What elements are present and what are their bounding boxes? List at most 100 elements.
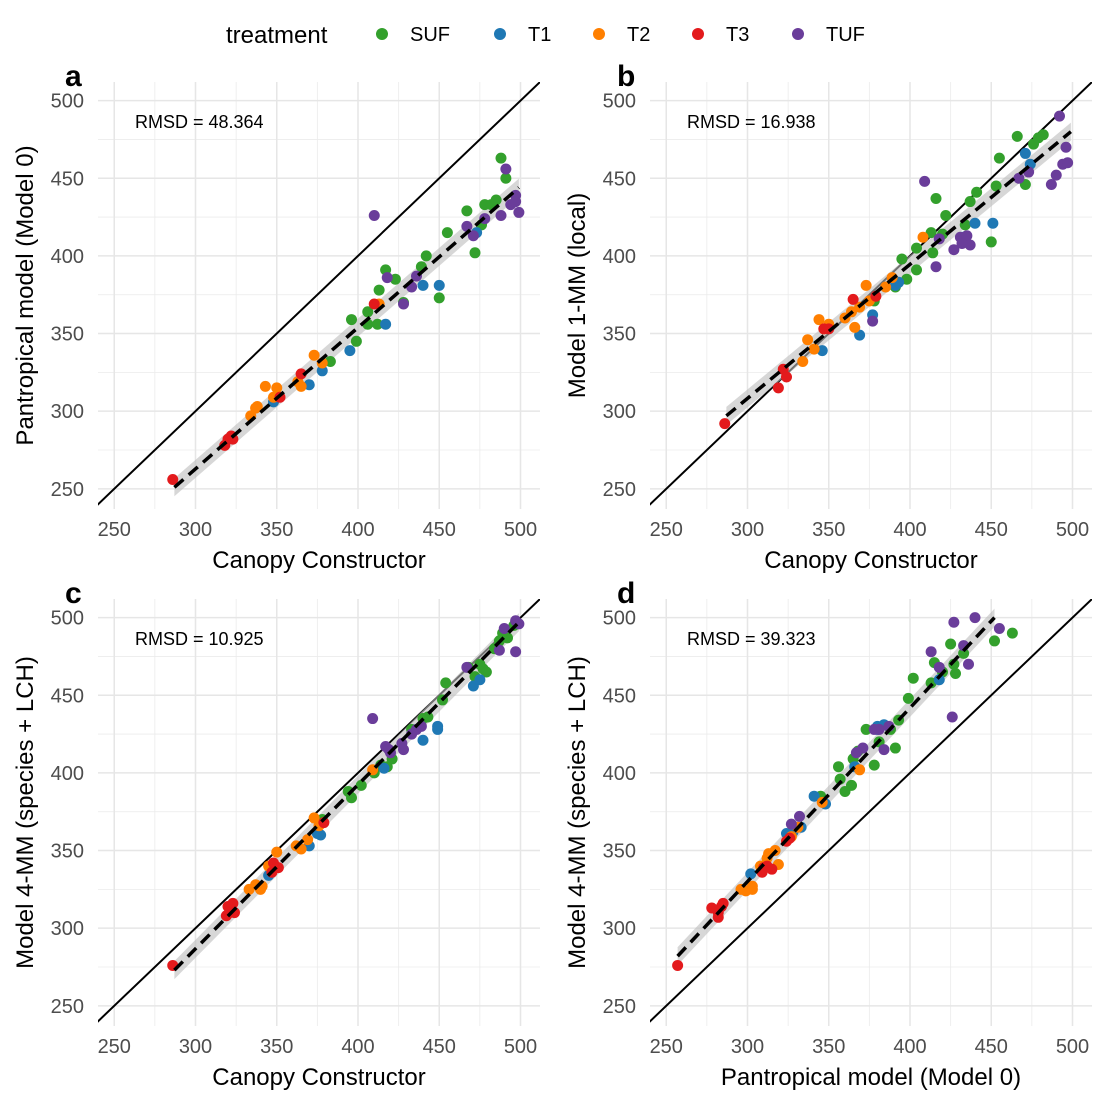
y-tick-label: 300 xyxy=(51,918,84,940)
point-tuf xyxy=(878,744,890,756)
point-t1 xyxy=(808,790,820,802)
point-t3 xyxy=(268,857,279,869)
point-tuf xyxy=(948,616,960,628)
point-suf xyxy=(993,152,1005,164)
y-tick-label: 400 xyxy=(51,763,84,785)
point-suf xyxy=(945,638,957,650)
point-t1 xyxy=(417,734,429,746)
point-t1 xyxy=(933,674,945,686)
legend-swatch xyxy=(692,27,704,40)
point-tuf xyxy=(868,723,880,735)
point-suf xyxy=(346,314,357,326)
point-tuf xyxy=(1054,110,1065,122)
point-suf xyxy=(461,205,473,217)
point-tuf xyxy=(794,810,805,822)
point-tuf xyxy=(857,742,869,754)
point-t1 xyxy=(432,723,444,735)
y-tick-label: 400 xyxy=(603,763,636,785)
point-tuf xyxy=(500,163,512,175)
legend-title: treatment xyxy=(226,22,328,49)
point-suf xyxy=(324,355,336,367)
point-t2 xyxy=(860,279,872,291)
legend-swatch xyxy=(593,27,605,40)
point-suf xyxy=(490,194,502,206)
legend-swatch xyxy=(494,27,506,40)
y-tick-label: 400 xyxy=(51,246,84,268)
y-tick-label: 500 xyxy=(51,91,84,113)
legend: treatment SUF T1 T2 T3 TUF xyxy=(0,0,1106,70)
point-t3 xyxy=(772,382,784,394)
regression-line xyxy=(173,186,521,489)
point-t1 xyxy=(380,318,392,330)
x-tick-label: 500 xyxy=(1056,1036,1089,1058)
panel-b: 250 300 350 400 450 500 250 300 350 400 450 500 RMSD… xyxy=(564,60,1092,574)
point-tuf xyxy=(513,206,525,218)
point-tuf xyxy=(933,661,945,673)
point-t2 xyxy=(797,355,809,367)
point-suf xyxy=(889,742,901,754)
point-suf xyxy=(480,666,492,678)
y-tick-label: 350 xyxy=(603,324,636,346)
x-tick-label: 400 xyxy=(341,519,374,541)
panel-letter: c xyxy=(65,577,82,610)
x-tick-label: 450 xyxy=(423,1036,456,1058)
point-t3 xyxy=(847,293,859,305)
point-suf xyxy=(940,210,952,222)
point-tuf xyxy=(1062,157,1074,169)
point-suf xyxy=(964,196,976,208)
point-tuf xyxy=(461,220,473,232)
legend-label: SUF xyxy=(410,24,450,46)
point-t2 xyxy=(917,231,929,243)
point-suf xyxy=(1006,627,1018,639)
y-tick-label: 450 xyxy=(51,685,84,707)
panel-c: 250 300 350 400 450 500 250 300 350 400 450 500 RMSD… xyxy=(12,577,540,1091)
point-tuf xyxy=(785,818,797,830)
point-suf xyxy=(930,192,942,204)
point-t1 xyxy=(969,217,981,229)
point-tuf xyxy=(925,646,937,658)
point-t2 xyxy=(302,834,314,846)
point-tuf xyxy=(510,196,522,208)
x-tick-label: 500 xyxy=(1056,519,1089,541)
legend-swatch xyxy=(792,27,804,40)
point-suf xyxy=(958,647,970,659)
point-tuf xyxy=(946,711,958,723)
x-tick-label: 250 xyxy=(650,519,683,541)
x-tick-label: 250 xyxy=(98,519,131,541)
point-suf xyxy=(971,186,983,198)
point-suf xyxy=(389,273,401,285)
rmsd-label: RMSD = 39.323 xyxy=(687,629,816,649)
point-suf xyxy=(495,152,507,164)
point-t1 xyxy=(417,279,429,291)
point-suf xyxy=(950,668,961,680)
point-suf xyxy=(902,692,914,704)
point-tuf xyxy=(969,612,981,624)
x-tick-label: 400 xyxy=(341,1036,374,1058)
point-t3 xyxy=(368,298,380,310)
point-tuf xyxy=(1013,172,1025,184)
point-t1 xyxy=(315,829,327,841)
point-suf xyxy=(433,292,445,304)
legend-item-t3: T3 xyxy=(692,24,749,47)
y-tick-label: 250 xyxy=(51,996,84,1018)
point-t3 xyxy=(712,911,724,923)
point-t1 xyxy=(433,279,445,291)
point-suf xyxy=(469,247,481,259)
legend-swatch xyxy=(376,27,388,40)
point-suf xyxy=(355,779,367,791)
point-suf xyxy=(420,250,432,262)
legend-item-t1: T1 xyxy=(494,24,551,47)
x-tick-label: 500 xyxy=(504,519,537,541)
point-t2 xyxy=(854,764,866,776)
legend-item-t2: T2 xyxy=(593,24,650,47)
legend-label: T3 xyxy=(726,24,750,46)
point-tuf xyxy=(398,298,409,310)
y-tick-label: 350 xyxy=(603,841,636,863)
point-suf xyxy=(868,759,880,771)
regression-line xyxy=(725,130,1072,418)
point-t3 xyxy=(717,897,729,909)
x-tick-label: 450 xyxy=(423,519,456,541)
point-tuf xyxy=(919,175,931,187)
x-tick-label: 350 xyxy=(812,1036,845,1058)
